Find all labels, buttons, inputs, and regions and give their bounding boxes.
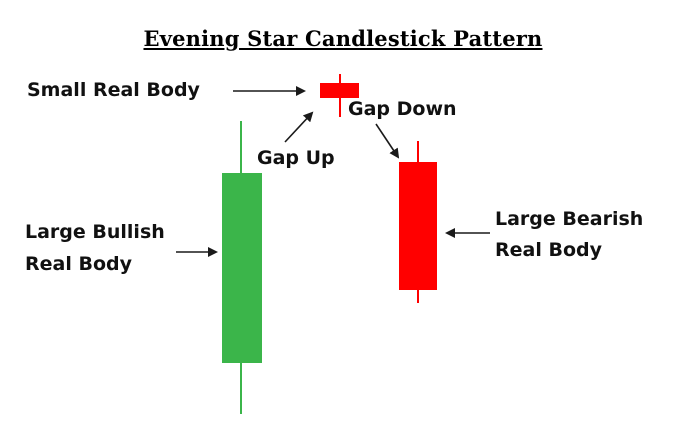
bullish-candle [222,121,262,414]
label-gap-down: Gap Down [348,98,457,120]
label-large-bearish-line2: Real Body [495,239,602,261]
star-body [320,83,359,98]
gap-down-arrow-icon [375,123,400,159]
diagram-title: Evening Star Candlestick Pattern [143,26,543,51]
star-candle [320,74,359,117]
label-small-real-body: Small Real Body [27,79,200,101]
label-gap-up: Gap Up [257,147,335,169]
label-large-bullish-line1: Large Bullish [25,221,165,243]
bullish-body [222,173,262,363]
bearish-body [399,162,437,290]
gap-up-arrow-icon [284,111,314,143]
bearish-candle [399,141,437,303]
label-large-bearish-line1: Large Bearish [495,208,644,230]
label-large-bullish-line2: Real Body [25,253,132,275]
